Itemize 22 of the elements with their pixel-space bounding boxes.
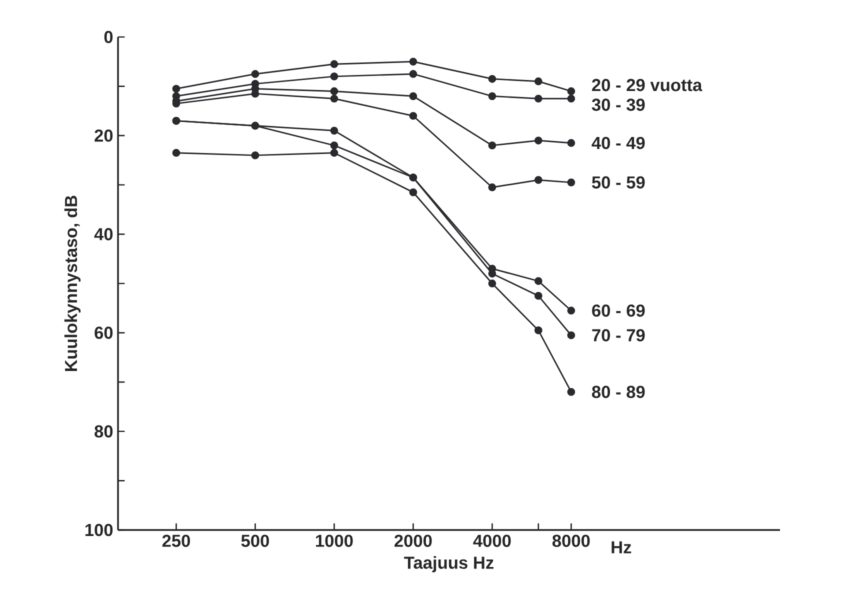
y-tick-label: 0	[104, 30, 113, 44]
y-tick-label: 60	[94, 326, 113, 339]
x-tick-label: 250	[162, 534, 190, 547]
y-tick-label: 80	[94, 425, 113, 438]
x-tick-label: 500	[241, 534, 269, 547]
y-tick-label: 40	[94, 228, 113, 240]
series-label: 30 - 39	[592, 98, 645, 111]
y-tick-label: 100	[85, 524, 113, 536]
series-label: 60 - 69	[592, 304, 645, 317]
x-tick-label: 2000	[394, 534, 432, 547]
series-label: 80 - 89	[592, 386, 645, 398]
x-tick-label: 8000	[552, 534, 590, 547]
y-tick-label: 20	[94, 129, 113, 142]
series-label: 70 - 79	[592, 329, 645, 342]
x-tick-label: 1000	[316, 534, 353, 547]
series-label: 50 - 59	[592, 176, 645, 189]
x-tick-label: 4000	[473, 534, 511, 547]
series-label: 20 - 29 vuotta	[592, 78, 702, 92]
y-axis-title: Kuulokynnystaso, dB	[64, 196, 81, 371]
series-label: 40 - 49	[592, 136, 645, 150]
text: Hz	[612, 541, 632, 554]
x-axis-title: Taajuus Hz	[404, 556, 494, 572]
